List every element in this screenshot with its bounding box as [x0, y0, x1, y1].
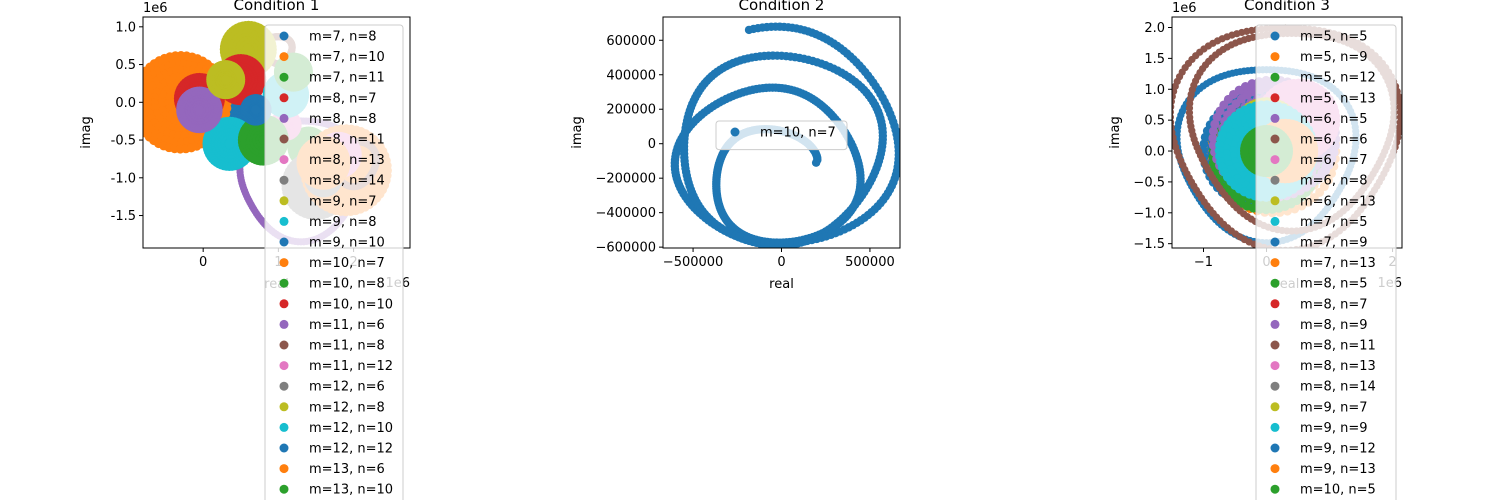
legend-label: m=12, n=12	[309, 442, 393, 457]
legend: m=7, n=8 m=7, n=10 m=7, n=11 m=8, n=7 m=8, n…	[264, 24, 404, 500]
y-tick-label: -1.0	[111, 171, 136, 186]
legend-marker	[279, 134, 289, 144]
legend-marker	[279, 422, 289, 432]
legend-label: m=8, n=7	[309, 91, 377, 106]
data-point	[194, 105, 204, 115]
legend-marker	[279, 52, 289, 62]
legend-label: m=7, n=8	[309, 30, 377, 45]
legend-marker	[279, 464, 289, 474]
data-point	[224, 139, 234, 149]
legend-label: m=12, n=8	[309, 400, 385, 415]
legend-marker	[279, 443, 289, 453]
y-offset-text: 1e6	[143, 1, 168, 16]
legend-label: m=9, n=10	[309, 236, 385, 251]
legend-label: m=13, n=6	[309, 462, 385, 477]
data-point	[131, 86, 140, 95]
legend-marker	[279, 31, 289, 41]
data-point	[251, 105, 261, 115]
data-point	[143, 95, 146, 104]
legend-label: m=8, n=11	[309, 133, 385, 148]
data-point	[143, 89, 147, 99]
legend-label: m=7, n=10	[309, 50, 385, 65]
data-point	[143, 121, 144, 127]
data-point	[143, 70, 147, 80]
legend-marker	[279, 319, 289, 329]
legend-label: m=9, n=8	[309, 215, 377, 230]
series-15	[176, 86, 223, 134]
data-point	[233, 66, 243, 76]
data-point	[133, 81, 142, 90]
legend-label: m=13, n=10	[309, 483, 393, 498]
chart-title: Condition 1	[234, 0, 320, 14]
series-21	[240, 94, 272, 126]
legend-marker	[279, 299, 289, 309]
legend-marker	[279, 484, 289, 494]
legend-marker	[279, 93, 289, 103]
chart-panel-1: 0121.00.50.0-0.5-1.0-1.51e61e6Condition …	[79, 0, 411, 500]
x-tick-label: 0	[199, 255, 207, 270]
legend-label: m=10, n=10	[309, 297, 393, 312]
y-tick-label: -1.5	[111, 209, 136, 224]
legend-label: m=11, n=12	[309, 359, 393, 374]
data-point	[243, 44, 253, 54]
legend-marker	[279, 155, 289, 165]
legend-marker	[279, 258, 289, 268]
legend-label: m=10, n=7	[309, 256, 385, 271]
legend-label: m=8, n=8	[309, 112, 377, 127]
legend-marker	[279, 278, 289, 288]
legend-label: m=10, n=8	[309, 277, 385, 292]
y-axis-label: imag	[79, 116, 94, 149]
y-tick-label: -0.5	[111, 134, 136, 149]
series-19	[206, 60, 246, 100]
legend-marker	[279, 340, 289, 350]
y-tick-label: 1.0	[115, 20, 136, 35]
chart-panel-2: −500000 0 5000006000004000002000000−200000…	[570, 0, 901, 292]
data-point	[253, 63, 263, 73]
legend-label: m=9, n=7	[309, 194, 377, 209]
legend-label: m=7, n=11	[309, 71, 385, 86]
y-tick-label: 0.5	[115, 58, 136, 73]
legend-label: m=8, n=14	[309, 174, 385, 189]
legend-marker	[279, 237, 289, 247]
data-point	[132, 114, 141, 123]
legend-label: m=12, n=10	[309, 421, 393, 436]
legend-label: m=11, n=6	[309, 318, 385, 333]
legend-label: m=11, n=8	[309, 339, 385, 354]
legend-marker	[279, 196, 289, 206]
legend-marker	[279, 216, 289, 226]
legend-label: m=8, n=13	[309, 153, 385, 168]
legend-label: m=12, n=6	[309, 380, 385, 395]
y-tick-label: 0.0	[115, 96, 136, 111]
legend-marker	[279, 175, 289, 185]
legend-marker	[279, 402, 289, 412]
legend-marker	[279, 381, 289, 391]
legend-marker	[279, 113, 289, 123]
data-point	[221, 75, 231, 85]
legend-marker	[279, 361, 289, 371]
legend-marker	[279, 72, 289, 82]
